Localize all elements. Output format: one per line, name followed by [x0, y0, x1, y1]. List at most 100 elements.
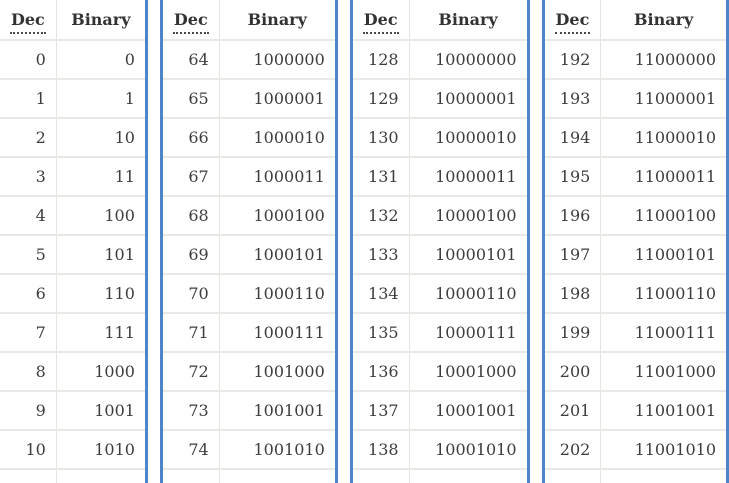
binary-cell: 1000010 — [219, 118, 337, 158]
binary-cell: 11000010 — [600, 118, 728, 158]
dec-column-header: Dec — [543, 0, 602, 41]
dec-cell: 131 — [351, 157, 410, 197]
binary-cell: 1001 — [56, 391, 147, 431]
binary-cell: 10000100 — [409, 196, 529, 236]
binary-column-header: Binary — [56, 0, 147, 41]
table-row: 137 10001001 — [351, 391, 529, 431]
dec-cell: 197 — [543, 235, 602, 275]
dec-cell: 70 — [161, 274, 220, 314]
table-row: 193 11000001 — [543, 79, 728, 119]
partial-clipped-row — [161, 469, 336, 483]
dec-cell: 7 — [0, 313, 57, 353]
dec-cell: 137 — [351, 391, 410, 431]
binary-cell: 111 — [56, 313, 147, 353]
table-row: 66 1000010 — [161, 118, 337, 158]
binary-cell: 1000001 — [219, 79, 337, 119]
dec-cell: 202 — [543, 430, 602, 470]
table-row: 129 10000001 — [351, 79, 529, 119]
dec-cell: 133 — [351, 235, 410, 275]
table-row: 3 11 — [0, 157, 147, 197]
table-row: 201 11001001 — [543, 391, 728, 431]
dec-cell: 130 — [351, 118, 410, 158]
table-row: 195 11000011 — [543, 157, 728, 197]
dec-cell: 72 — [161, 352, 220, 392]
binary-cell: 11001001 — [600, 391, 728, 431]
binary-cell: 11000000 — [600, 40, 728, 80]
binary-cell: 10000101 — [409, 235, 529, 275]
binary-cell: 10001000 — [409, 352, 529, 392]
dec-cell: 136 — [351, 352, 410, 392]
table-row: 64 1000000 — [161, 40, 337, 80]
dec-cell: 1 — [0, 79, 57, 119]
binary-cell: 10000110 — [409, 274, 529, 314]
dec-cell: 198 — [543, 274, 602, 314]
dec-cell: 193 — [543, 79, 602, 119]
dec-abbreviation: Dec — [362, 10, 399, 34]
binary-cell: 10000001 — [409, 79, 529, 119]
table-row: 70 1000110 — [161, 274, 337, 314]
dec-cell: 71 — [161, 313, 220, 353]
binary-cell: 1000011 — [219, 157, 337, 197]
dec-cell: 0 — [0, 40, 57, 80]
dec-abbreviation: Dec — [172, 10, 209, 34]
dec-cell: 10 — [0, 430, 57, 470]
partial-clipped-row — [351, 469, 528, 483]
binary-cell: 10000111 — [409, 313, 529, 353]
binary-cell: 11000100 — [600, 196, 728, 236]
dec-abbreviation: Dec — [10, 10, 46, 34]
binary-cell: 10000000 — [409, 40, 529, 80]
table-row: 5 101 — [0, 235, 147, 275]
table-header-row: Dec Binary — [351, 0, 529, 41]
dec-cell: 138 — [351, 430, 410, 470]
table-row: 131 10000011 — [351, 157, 529, 197]
table-row: 199 11000111 — [543, 313, 728, 353]
dec-cell: 132 — [351, 196, 410, 236]
dec-cell: 65 — [161, 79, 220, 119]
table-row: 10 1010 — [0, 430, 147, 470]
table-row: 136 10001000 — [351, 352, 529, 392]
table-row: 130 10000010 — [351, 118, 529, 158]
binary-cell: 1000100 — [219, 196, 337, 236]
binary-cell: 0 — [56, 40, 147, 80]
dec-cell: 201 — [543, 391, 602, 431]
binary-cell: 1010 — [56, 430, 147, 470]
table-header-row: Dec Binary — [0, 0, 147, 41]
dec-cell: 196 — [543, 196, 602, 236]
dec-cell: 74 — [161, 430, 220, 470]
binary-cell: 1000000 — [219, 40, 337, 80]
dec-cell: 73 — [161, 391, 220, 431]
table-row: 65 1000001 — [161, 79, 337, 119]
table-row: 71 1000111 — [161, 313, 337, 353]
dec-cell: 9 — [0, 391, 57, 431]
binary-cell: 10001010 — [409, 430, 529, 470]
table-row: 6 110 — [0, 274, 147, 314]
dec-cell: 8 — [0, 352, 57, 392]
table-row: 72 1001000 — [161, 352, 337, 392]
table-row: 68 1000100 — [161, 196, 337, 236]
table-row: 134 10000110 — [351, 274, 529, 314]
binary-cell: 10000011 — [409, 157, 529, 197]
binary-cell: 11001000 — [600, 352, 728, 392]
binary-cell: 1001000 — [219, 352, 337, 392]
dec-cell: 68 — [161, 196, 220, 236]
binary-cell: 1000 — [56, 352, 147, 392]
binary-cell: 110 — [56, 274, 147, 314]
dec-binary-table-4: Dec Binary 192 11000000 193 11000001 194 1100… — [541, 0, 729, 483]
binary-cell: 1001001 — [219, 391, 337, 431]
binary-cell: 1000101 — [219, 235, 337, 275]
binary-cell: 1 — [56, 79, 147, 119]
dec-column-header: Dec — [351, 0, 410, 41]
dec-cell: 66 — [161, 118, 220, 158]
table-row: 8 1000 — [0, 352, 147, 392]
table-row: 4 100 — [0, 196, 147, 236]
table-row: 132 10000100 — [351, 196, 529, 236]
dec-binary-table-2: Dec Binary 64 1000000 65 1000001 66 1000010 67… — [159, 0, 338, 483]
table-row: 69 1000101 — [161, 235, 337, 275]
dec-cell: 4 — [0, 196, 57, 236]
binary-cell: 11000111 — [600, 313, 728, 353]
dec-cell: 3 — [0, 157, 57, 197]
table-row: 200 11001000 — [543, 352, 728, 392]
binary-cell: 10000010 — [409, 118, 529, 158]
binary-cell: 100 — [56, 196, 147, 236]
